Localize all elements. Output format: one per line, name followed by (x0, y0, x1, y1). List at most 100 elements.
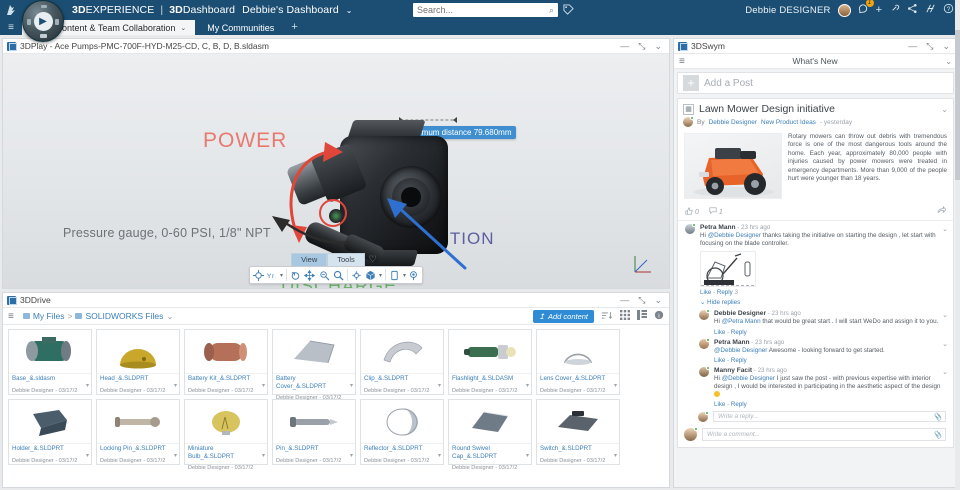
info-icon[interactable]: i (654, 310, 664, 322)
file-name[interactable]: Locking Pin_&.SLDPRT (100, 445, 166, 452)
reply-mention[interactable]: @Petra Mann (721, 318, 761, 326)
chevron-down-icon[interactable]: ▾ (378, 272, 382, 279)
avatar[interactable] (698, 410, 709, 422)
link-icon[interactable] (889, 3, 900, 17)
add-content-button[interactable]: ↥ Add content (532, 309, 594, 323)
file-name[interactable]: Pin_&.SLDPRT (276, 445, 319, 452)
minimize-icon[interactable]: — (620, 294, 630, 305)
chevron-down-icon[interactable]: ▾ (525, 383, 529, 389)
reply-reply-link[interactable]: Reply (730, 401, 747, 409)
comment-reply-link[interactable]: Reply (716, 289, 733, 297)
add-post-bar[interactable]: + Add a Post (677, 72, 954, 94)
pan-icon[interactable] (304, 269, 316, 282)
tab-my-communities[interactable]: My Communities (195, 20, 283, 35)
file-name[interactable]: Miniature Bulb_&.SLDPRT (188, 445, 234, 460)
tab-cad-content-team-collaboration[interactable]: CAD Content & Team Collaboration ⌄ (22, 20, 196, 35)
fit-icon[interactable] (351, 269, 363, 282)
chevron-down-icon[interactable]: ⌄ (180, 24, 187, 32)
user-name-label[interactable]: Debbie DESIGNER (745, 4, 831, 16)
tag-icon[interactable] (563, 4, 574, 18)
avatar[interactable] (684, 427, 698, 442)
chevron-down-icon[interactable]: ▾ (85, 383, 89, 389)
avatar[interactable] (699, 309, 710, 321)
reply-like-link[interactable]: Like (714, 356, 726, 364)
viewport-tab-view[interactable]: View (291, 253, 328, 266)
avatar[interactable] (683, 116, 694, 127)
notifications-icon[interactable]: 1 (858, 0, 874, 17)
file-card[interactable]: Locking Pin_&.SLDPRT Debbie Designer - 03… (96, 399, 180, 465)
file-name[interactable]: Holder_&.SLDPRT (12, 445, 64, 452)
widget-menu-icon[interactable]: ⌄ (654, 294, 662, 305)
chevron-down-icon[interactable]: ⌄ (942, 226, 948, 233)
hamburger-menu-icon[interactable]: ≡ (8, 22, 14, 33)
expand-icon[interactable]: ⤡ (926, 40, 934, 51)
reply-input[interactable]: Write a reply... 📎 (713, 411, 946, 423)
chevron-down-icon[interactable]: ⌄ (942, 312, 948, 320)
sort-icon[interactable] (601, 311, 613, 322)
comment-button[interactable]: 1 (709, 206, 723, 216)
reply-author[interactable]: Debbie Designer - 23 hrs ago (714, 310, 801, 318)
chevron-down-icon[interactable]: ▾ (349, 453, 353, 459)
share-icon[interactable] (907, 3, 918, 17)
file-card[interactable]: Holder_&.SLDPRT Debbie Designer - 03/17/2… (8, 399, 92, 465)
cube-icon[interactable] (365, 269, 377, 282)
like-button[interactable]: 0 (685, 206, 699, 216)
swym-feed[interactable]: + Add a Post ▦ Lawn Mower Design initiat… (674, 69, 957, 487)
file-name[interactable]: Flashlight_&.SLDASM (452, 375, 514, 382)
avatar[interactable] (699, 365, 710, 377)
file-card[interactable]: Clip_&.SLDPRT Debbie Designer - 03/17/2 ▾ (360, 329, 444, 395)
file-name[interactable]: Battery Cover_&.SLDPRT (276, 375, 327, 390)
reply-reply-link[interactable]: Reply (730, 356, 747, 364)
minimize-icon[interactable]: — (908, 40, 918, 51)
comment-mention[interactable]: @Debbie Designer (707, 232, 761, 239)
render-icon[interactable] (408, 269, 420, 282)
file-card[interactable]: Flashlight_&.SLDASM Debbie Designer - 03/… (448, 329, 532, 395)
chevron-down-icon[interactable]: ⌄ (941, 104, 948, 114)
section-icon[interactable] (389, 269, 401, 282)
chevron-down-icon[interactable]: ⌄ (345, 6, 353, 15)
favorite-heart-icon[interactable]: ♡ (368, 254, 377, 264)
file-card[interactable]: Head_&.SLDPRT Debbie Designer - 03/17/2 ▾ (96, 329, 180, 395)
widget-menu-icon[interactable]: ⌄ (654, 40, 662, 51)
3d-viewport[interactable]: POWER SUCTION DISCHARGE Pressure gauge, … (3, 54, 669, 288)
search-input[interactable] (417, 5, 549, 15)
chevron-down-icon[interactable]: ▾ (349, 383, 353, 389)
chevron-down-icon[interactable]: ⌄ (945, 56, 952, 66)
breadcrumb-current[interactable]: SOLIDWORKS Files (85, 311, 164, 321)
file-name[interactable]: Reflector_&.SLDPRT (364, 445, 423, 452)
file-name[interactable]: Base_&.sldasm (12, 375, 55, 382)
plus-icon[interactable]: + (683, 75, 699, 91)
chevron-down-icon[interactable]: ▾ (613, 453, 617, 459)
file-name[interactable]: Lens Cover_&.SLDPRT (540, 375, 606, 382)
reply-like-link[interactable]: Like (714, 328, 726, 336)
viewport-tab-tools[interactable]: Tools (327, 253, 365, 266)
search-box[interactable]: ⌕ (413, 3, 558, 17)
file-grid[interactable]: Base_&.sldasm Debbie Designer - 03/17/2 ▾ H… (3, 325, 669, 487)
hide-replies-link[interactable]: ⌄ Hide replies (700, 299, 741, 307)
chevron-down-icon[interactable]: ▾ (261, 383, 265, 389)
file-card[interactable]: Switch_&.SLDPRT Debbie Designer - 03/17/2… (536, 399, 620, 465)
chevron-down-icon[interactable]: ▾ (525, 453, 529, 459)
chevron-down-icon[interactable]: ▾ (437, 383, 441, 389)
expand-icon[interactable]: ⤡ (638, 294, 646, 305)
chevron-down-icon[interactable]: ▾ (280, 272, 284, 279)
chevron-down-icon[interactable]: ▾ (402, 272, 406, 279)
target-icon[interactable] (252, 269, 264, 282)
swym-menu-icon[interactable]: ≡ (679, 55, 685, 67)
share-post-icon[interactable] (937, 206, 947, 216)
comment-image-attachment[interactable] (700, 251, 756, 288)
zoom-box-icon[interactable] (318, 269, 330, 282)
expand-icon[interactable]: ⤡ (638, 40, 646, 51)
breadcrumb-root[interactable]: My Files (32, 311, 65, 321)
swym-scrollbar[interactable] (955, 0, 960, 490)
rotate-icon[interactable] (290, 269, 302, 282)
grid-view-icon[interactable] (620, 310, 630, 322)
file-card[interactable]: Battery Cover_&.SLDPRT Debbie Designer - … (272, 329, 356, 401)
file-card[interactable]: Lens Cover_&.SLDPRT Debbie Designer - 03/… (536, 329, 620, 395)
comment-author[interactable]: Petra Mann - 23 hrs ago (700, 224, 771, 231)
file-card[interactable]: Pin_&.SLDPRT Debbie Designer - 03/17/2 ▾ (272, 399, 356, 465)
post-author[interactable]: Debbie Designer (708, 118, 758, 126)
chevron-down-icon[interactable]: ▾ (437, 453, 441, 459)
avatar[interactable] (837, 3, 851, 17)
reply-reply-link[interactable]: Reply (730, 328, 747, 336)
